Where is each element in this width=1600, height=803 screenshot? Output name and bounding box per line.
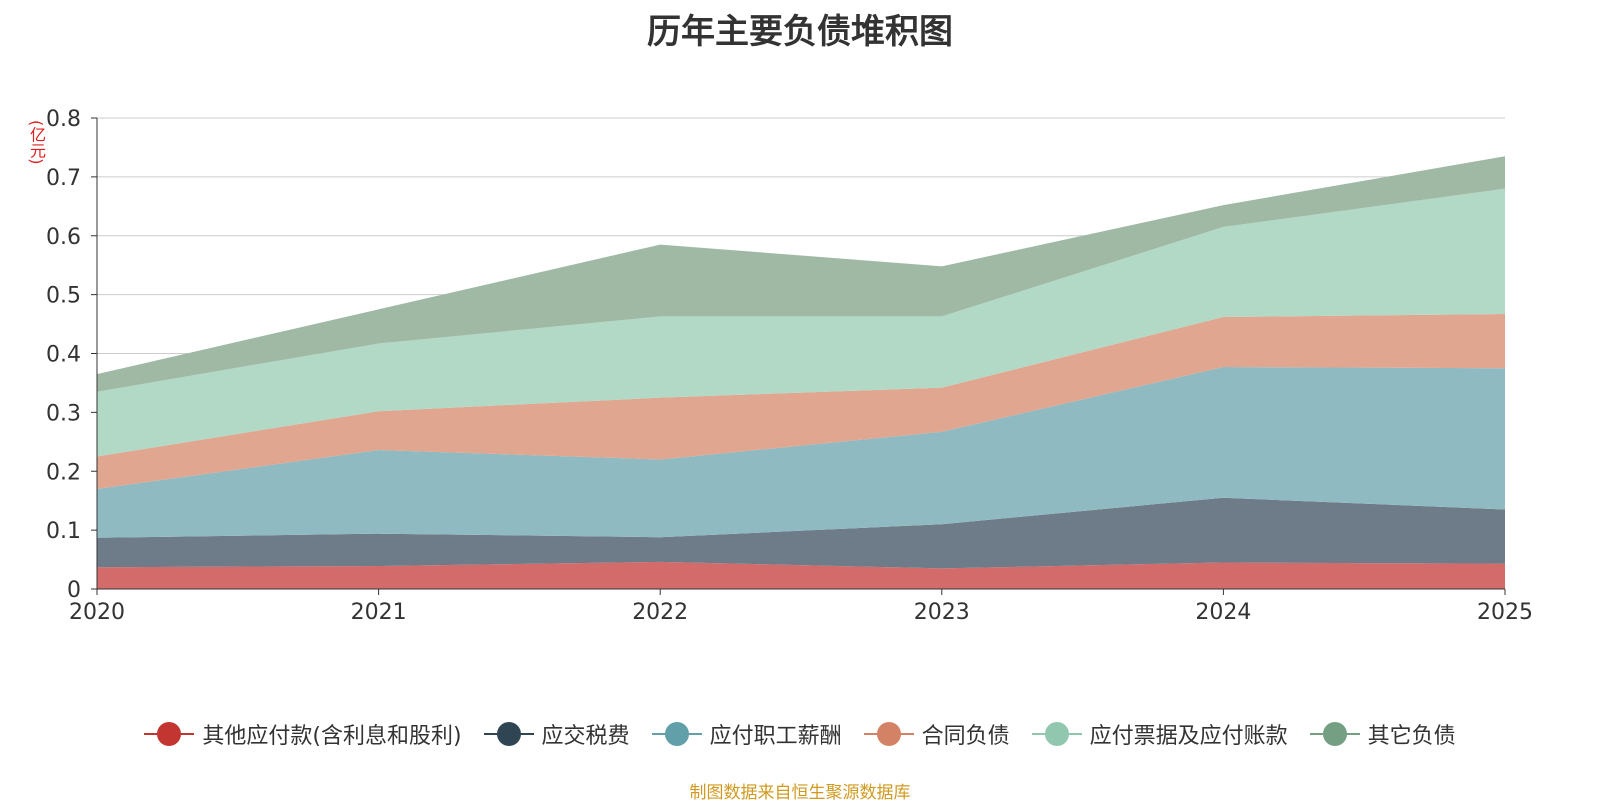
legend-label: 应付职工薪酬 <box>709 724 842 749</box>
x-tick-label-2025: 2025 <box>1477 600 1533 625</box>
legend-marker-icon <box>863 721 914 747</box>
x-tick-label-2020: 2020 <box>69 600 125 625</box>
legend-marker-icon <box>483 721 534 747</box>
y-tick-label-0.5: 0.5 <box>46 284 81 309</box>
area-series-1 <box>97 497 1505 569</box>
area-series-4 <box>97 188 1505 457</box>
legend-item-1[interactable]: 应交税费 <box>483 718 630 750</box>
y-tick-label-0.4: 0.4 <box>46 343 81 368</box>
y-tick-label-0.1: 0.1 <box>46 519 81 544</box>
area-series-5 <box>97 156 1505 392</box>
y-tick-label-0.8: 0.8 <box>46 107 81 132</box>
legend-label: 其他应付款(含利息和股利) <box>202 724 462 749</box>
legend-label: 应交税费 <box>541 724 630 749</box>
area-series-0 <box>97 561 1505 589</box>
legend-label: 合同负债 <box>921 724 1010 749</box>
legend-item-4[interactable]: 应付票据及应付账款 <box>1031 718 1288 750</box>
legend-label: 应付票据及应付账款 <box>1089 724 1288 749</box>
y-tick-label-0.6: 0.6 <box>46 225 81 250</box>
legend-marker-icon <box>1309 721 1360 747</box>
area-series-2 <box>97 367 1505 538</box>
legend-item-0[interactable]: 其他应付款(含利息和股利) <box>144 718 462 750</box>
x-tick-label-2024: 2024 <box>1195 600 1251 625</box>
legend-marker-icon <box>651 721 702 747</box>
legend-item-2[interactable]: 应付职工薪酬 <box>651 718 842 750</box>
legend: 其他应付款(含利息和股利) 应交税费 应付职工薪酬 合同负债 应付票据及应付账款 其它负债 <box>0 718 1600 750</box>
axes <box>91 117 1506 595</box>
area-series <box>97 156 1505 589</box>
legend-label: 其它负债 <box>1367 724 1456 749</box>
legend-item-3[interactable]: 合同负债 <box>863 718 1010 750</box>
x-tick-label-2023: 2023 <box>914 600 970 625</box>
tick-labels: 0 0.1 0.2 0.3 0.4 0.5 0.6 0.7 0.8 2020 2021 2022 202… <box>46 107 1533 625</box>
data-source-footer: 制图数据来自恒生聚源数据库 <box>689 783 911 803</box>
y-tick-label-0.7: 0.7 <box>46 166 81 191</box>
legend-item-5[interactable]: 其它负债 <box>1309 718 1456 750</box>
legend-marker-icon <box>144 721 195 747</box>
y-tick-label-0.3: 0.3 <box>46 401 81 426</box>
x-tick-label-2022: 2022 <box>632 600 688 625</box>
chart-title: 历年主要负债堆积图 <box>647 12 953 52</box>
legend-marker-icon <box>1031 721 1082 747</box>
y-tick-label-0.2: 0.2 <box>46 460 81 485</box>
x-tick-label-2021: 2021 <box>351 600 407 625</box>
y-tick-label-0: 0 <box>67 578 81 603</box>
y-axis-unit-label: (亿元) <box>27 120 46 165</box>
area-series-3 <box>97 314 1505 489</box>
stacked-area-chart: 0 0.1 0.2 0.3 0.4 0.5 0.6 0.7 0.8 2020 2021 2022 202… <box>46 107 1533 625</box>
